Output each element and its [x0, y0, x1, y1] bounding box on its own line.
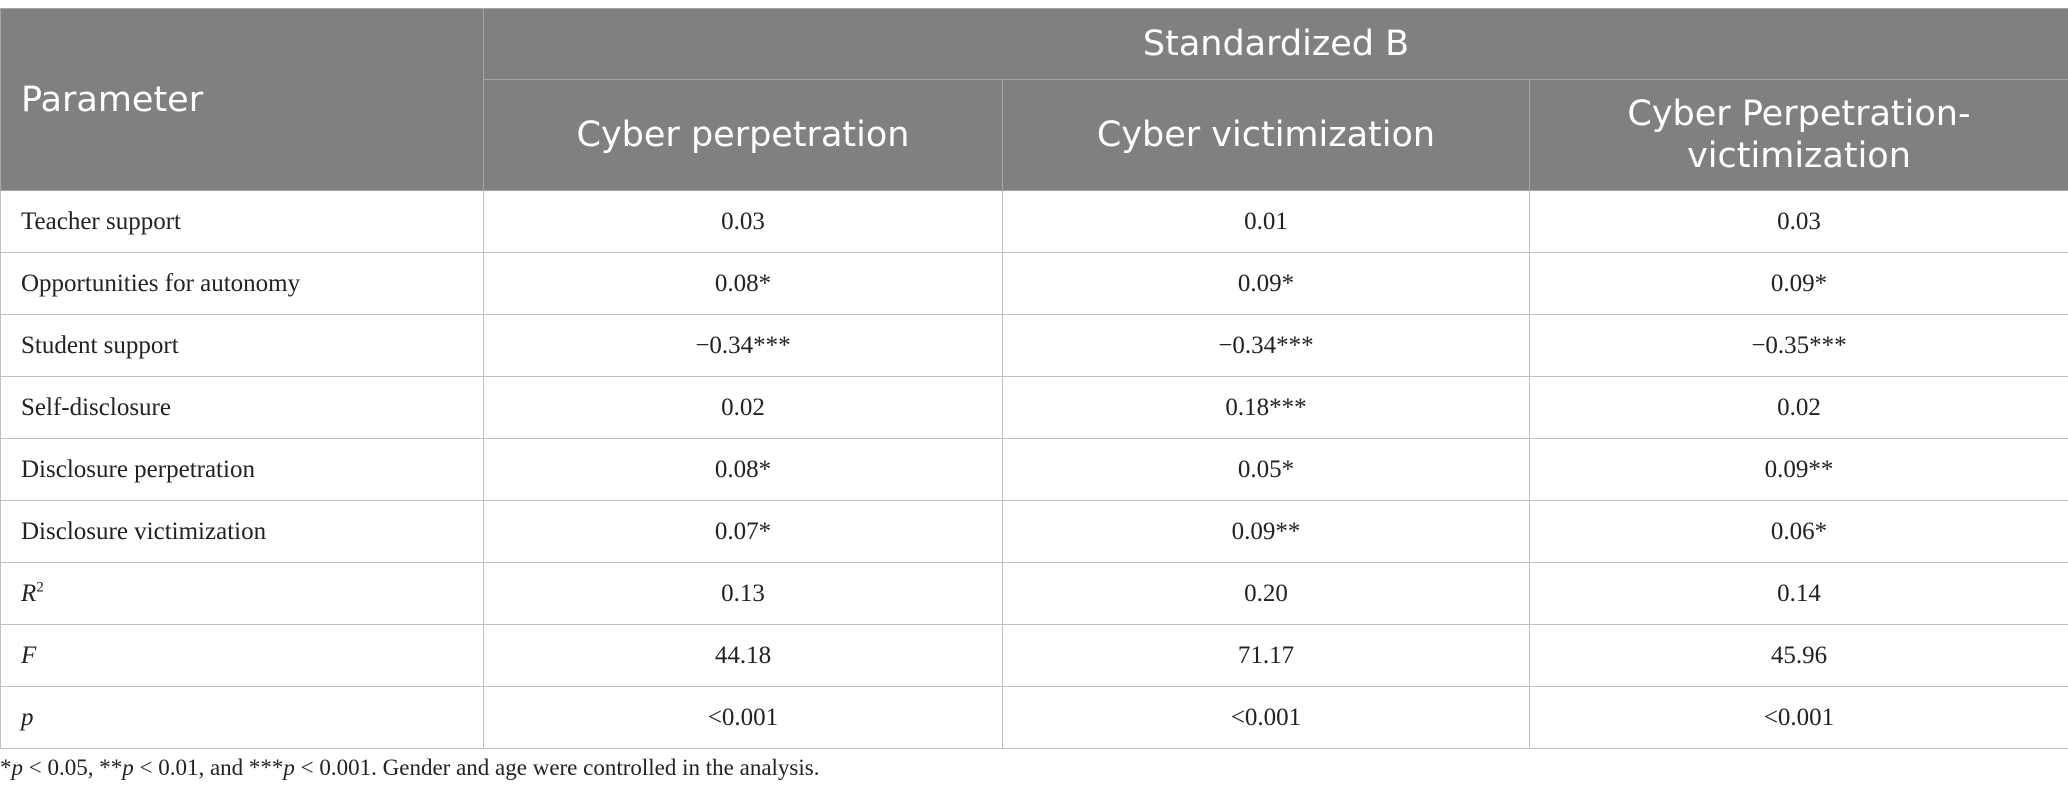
table-footnote: *p < 0.05, **p < 0.01, and ***p < 0.001.…: [0, 755, 819, 781]
footnote-p-symbol: p: [122, 755, 134, 780]
cell-value: <0.001: [1002, 686, 1530, 749]
footnote-text: *: [0, 755, 12, 780]
cell-value: 0.07*: [483, 500, 1003, 563]
row-label: Teacher support: [0, 190, 484, 253]
table-row: p <0.001 <0.001 <0.001: [0, 686, 2068, 749]
cell-value: 71.17: [1002, 624, 1530, 687]
table-row: Opportunities for autonomy 0.08* 0.09* 0…: [0, 252, 2068, 315]
header-cyber-perpetration: Cyber perpetration: [483, 79, 1003, 191]
table-row: R2 0.13 0.20 0.14: [0, 562, 2068, 625]
cell-value: 0.06*: [1528, 500, 2068, 563]
cell-value: 0.09*: [1002, 252, 1530, 315]
header-parameter: Parameter: [0, 8, 484, 191]
footnote-p-symbol: p: [11, 755, 24, 780]
cell-value: <0.001: [1528, 686, 2068, 749]
table-row: Disclosure perpetration 0.08* 0.05* 0.09…: [0, 438, 2068, 501]
table-row: Student support −0.34*** −0.34*** −0.35*…: [0, 314, 2068, 377]
cell-value: 44.18: [483, 624, 1003, 687]
header-cyber-perpetration-victimization: Cyber Perpetration-victimization: [1528, 79, 2068, 191]
row-label-p: p: [0, 686, 484, 749]
row-label-f: F: [0, 624, 484, 687]
table-row: Teacher support 0.03 0.01 0.03: [0, 190, 2068, 253]
row-label: Disclosure perpetration: [0, 438, 484, 501]
cell-value: 0.09**: [1002, 500, 1530, 563]
row-label: Disclosure victimization: [0, 500, 484, 563]
cell-value: 45.96: [1528, 624, 2068, 687]
cell-value: 0.03: [1528, 190, 2068, 253]
cell-value: 0.08*: [483, 438, 1003, 501]
r-superscript: 2: [36, 579, 44, 596]
header-cyber-victimization: Cyber victimization: [1002, 79, 1530, 191]
r-symbol: R: [21, 579, 37, 607]
results-table-container: Parameter Standardized B Cyber perpetrat…: [0, 8, 2068, 749]
footnote-text: < 0.001. Gender and age were controlled …: [294, 755, 820, 780]
footnote-text: < 0.05, **: [23, 755, 123, 780]
table-row: Self-disclosure 0.02 0.18*** 0.02: [0, 376, 2068, 439]
cell-value: <0.001: [483, 686, 1003, 749]
cell-value: 0.02: [1528, 376, 2068, 439]
cell-value: 0.18***: [1002, 376, 1530, 439]
table-row: Disclosure victimization 0.07* 0.09** 0.…: [0, 500, 2068, 563]
row-label: Opportunities for autonomy: [0, 252, 484, 315]
table-header: Parameter Standardized B Cyber perpetrat…: [0, 8, 2068, 191]
row-label: Self-disclosure: [0, 376, 484, 439]
cell-value: 0.20: [1002, 562, 1530, 625]
table-body: Teacher support 0.03 0.01 0.03 Opportuni…: [0, 190, 2068, 749]
cell-value: 0.13: [483, 562, 1003, 625]
row-label-r-squared: R2: [0, 562, 484, 625]
cell-value: 0.08*: [483, 252, 1003, 315]
row-label: Student support: [0, 314, 484, 377]
cell-value: 0.09**: [1528, 438, 2068, 501]
footnote-text: < 0.01, and ***: [133, 755, 284, 780]
cell-value: −0.35***: [1528, 314, 2068, 377]
cell-value: −0.34***: [1002, 314, 1530, 377]
cell-value: 0.05*: [1002, 438, 1530, 501]
header-standardized-b: Standardized B: [482, 8, 2068, 80]
regression-results-table: Parameter Standardized B Cyber perpetrat…: [0, 8, 2068, 749]
cell-value: 0.09*: [1528, 252, 2068, 315]
cell-value: −0.34***: [483, 314, 1003, 377]
table-row: F 44.18 71.17 45.96: [0, 624, 2068, 687]
cell-value: 0.01: [1002, 190, 1530, 253]
cell-value: 0.14: [1528, 562, 2068, 625]
cell-value: 0.02: [483, 376, 1003, 439]
footnote-p-symbol: p: [283, 755, 295, 780]
cell-value: 0.03: [483, 190, 1003, 253]
